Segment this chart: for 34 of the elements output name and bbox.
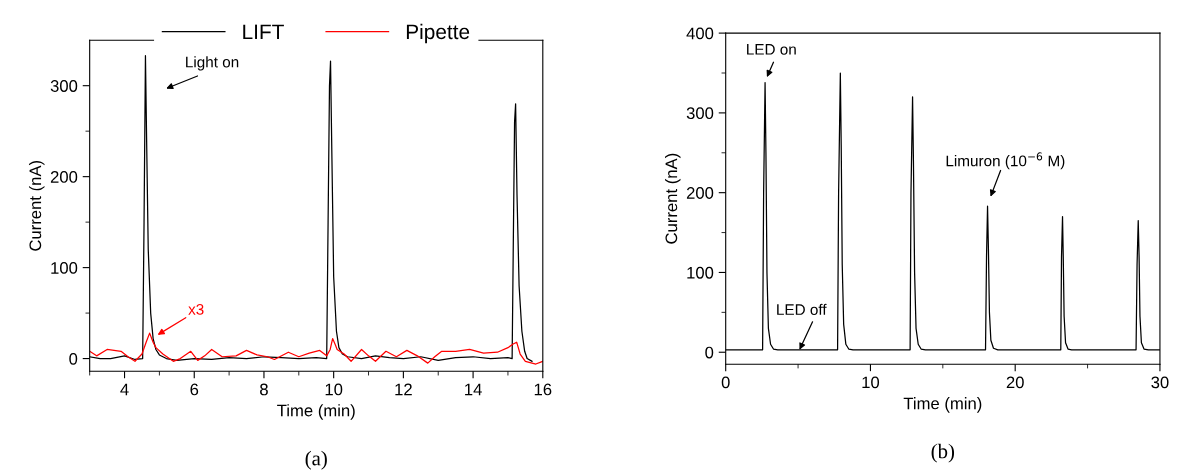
x-axis-title: Time (min) [903,397,982,413]
annotation: LED on [747,44,796,55]
y-tick-label: 300 [50,80,78,92]
annotation: x3 [188,304,204,315]
legend-label: LIFT [243,24,284,39]
y-tick-label: 100 [51,262,78,274]
x-tick-label: 14 [465,383,482,396]
y-tick-label: 100 [687,266,714,279]
x-tick-label: 8 [260,383,268,396]
x-tick-label: 0 [721,376,730,389]
x-tick-label: 20 [1006,376,1024,389]
text: (a) [305,450,327,470]
text: (b) [931,443,955,463]
y-tick-label: 0 [69,352,78,365]
x-tick-label: 16 [534,383,552,396]
y-tick-label: 0 [705,346,714,359]
line-series [89,332,543,365]
y-axis-title: Current (nA) [665,153,681,244]
y-tick-label: 300 [686,107,714,120]
annotation: LED off [777,303,827,315]
x-tick-label: 30 [1151,376,1169,389]
y-tick-label: 200 [50,171,78,183]
y-tick-label: 200 [686,187,714,199]
x-tick-label: 12 [395,383,412,396]
x-tick-label: 4 [120,383,129,396]
x-tick-label: 6 [190,383,199,396]
x-tick-label: 10 [862,376,880,389]
y-tick-label: 400 [686,27,714,40]
x-axis-title: Time (min) [277,404,355,420]
annotation: Light on [186,56,239,71]
x-tick-label: 10 [325,383,343,396]
annotation: Limuron (10$^{−6}$ M) [946,152,1065,170]
legend-label: Pipette [406,23,470,44]
y-axis-title: Current (nA) [28,160,45,251]
